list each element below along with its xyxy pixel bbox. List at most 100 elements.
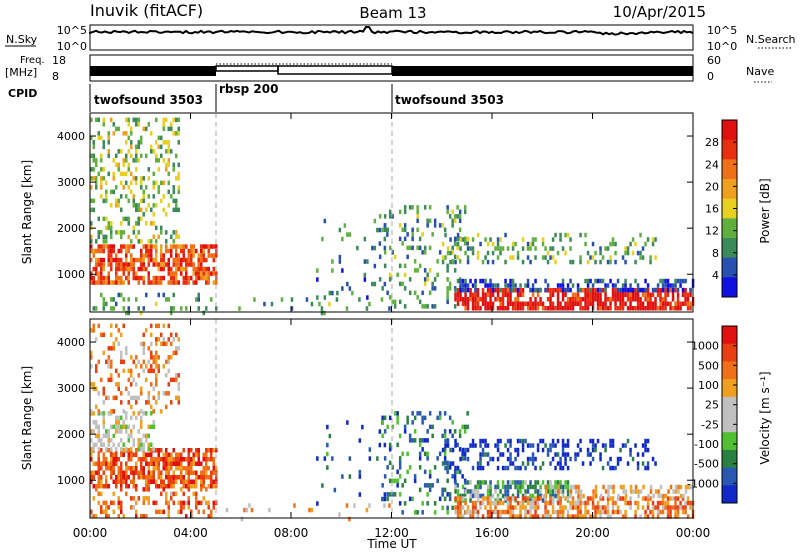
data-cell [579, 514, 582, 519]
data-cell [202, 275, 205, 281]
data-cell [596, 301, 600, 306]
data-cell [157, 395, 160, 401]
data-cell [135, 167, 138, 172]
data-cell [443, 451, 447, 457]
data-cell [459, 456, 462, 462]
data-cell [110, 457, 113, 462]
data-cell [611, 500, 615, 506]
data-cell [681, 496, 685, 501]
data-cell [152, 424, 155, 430]
data-cell [529, 301, 532, 306]
data-cell [182, 248, 185, 254]
data-cell [147, 368, 150, 374]
colorbar-swatch [722, 467, 737, 486]
data-cell [494, 297, 497, 302]
data-cell [140, 470, 143, 475]
data-cell [556, 297, 560, 302]
data-cell [127, 310, 130, 316]
data-cell [160, 491, 163, 497]
data-cell [137, 144, 140, 150]
data-cell [95, 386, 98, 392]
data-cell [571, 500, 575, 506]
data-cell [446, 263, 449, 269]
data-cell [102, 442, 105, 448]
data-cell [574, 489, 578, 494]
data-cell [130, 496, 133, 501]
data-cell [438, 496, 442, 502]
data-cell [481, 514, 485, 519]
data-cell [115, 323, 118, 329]
data-cell [431, 424, 434, 430]
data-cell [676, 287, 680, 293]
data-cell [92, 198, 95, 204]
data-cell [100, 176, 103, 181]
data-cell [105, 505, 108, 510]
data-cell [614, 250, 617, 256]
data-cell [426, 492, 429, 497]
data-cell [569, 278, 572, 284]
data-cell [594, 292, 597, 297]
data-cell [185, 275, 188, 281]
data-cell [140, 386, 143, 392]
data-cell [152, 171, 155, 177]
data-cell [238, 306, 241, 311]
data-cell [175, 350, 178, 356]
data-cell [641, 452, 645, 457]
data-cell [521, 480, 525, 485]
data-cell [639, 301, 642, 306]
data-cell [681, 278, 685, 284]
data-cell [411, 245, 414, 251]
data-cell [122, 271, 125, 276]
data-cell [107, 433, 110, 439]
data-cell [516, 287, 520, 293]
data-cell [684, 505, 687, 510]
data-cell [681, 292, 685, 297]
data-cell [142, 262, 145, 267]
data-cell [461, 514, 465, 519]
data-cell [122, 475, 125, 480]
data-cell [526, 456, 530, 462]
data-cell [551, 237, 555, 242]
y-tick-label: 4000 [57, 130, 85, 143]
data-cell [341, 286, 344, 291]
data-cell [170, 332, 173, 338]
data-cell [534, 480, 537, 485]
data-cell [454, 438, 457, 444]
data-cell [511, 480, 515, 485]
data-cell [187, 479, 190, 484]
data-cell [97, 216, 100, 222]
data-cell [137, 475, 140, 480]
colorbar-tick-label: 28 [705, 136, 719, 149]
data-cell [145, 126, 148, 132]
data-cell [160, 409, 163, 414]
data-cell [117, 429, 120, 434]
data-cell [531, 283, 535, 288]
data-cell [464, 278, 467, 284]
data-cell [504, 278, 507, 284]
data-cell [175, 266, 178, 272]
data-cell [112, 244, 115, 249]
data-cell [684, 292, 687, 297]
data-cell [438, 411, 442, 416]
data-cell [180, 262, 183, 267]
data-cell [476, 465, 480, 471]
data-cell [125, 466, 128, 471]
data-cell [97, 470, 100, 475]
data-cell [586, 509, 590, 515]
data-cell [428, 218, 432, 224]
data-cell [137, 221, 140, 226]
data-cell [561, 443, 565, 448]
data-cell [135, 500, 138, 506]
data-cell [453, 268, 457, 273]
data-cell [207, 484, 210, 489]
data-cell [559, 232, 562, 238]
data-cell [110, 409, 113, 414]
data-cell [117, 328, 120, 333]
data-cell [112, 466, 115, 471]
data-cell [172, 207, 175, 213]
data-cell [551, 505, 555, 510]
data-cell [102, 424, 105, 430]
data-cell [453, 218, 457, 224]
data-cell [175, 198, 178, 204]
data-cell [453, 254, 457, 260]
